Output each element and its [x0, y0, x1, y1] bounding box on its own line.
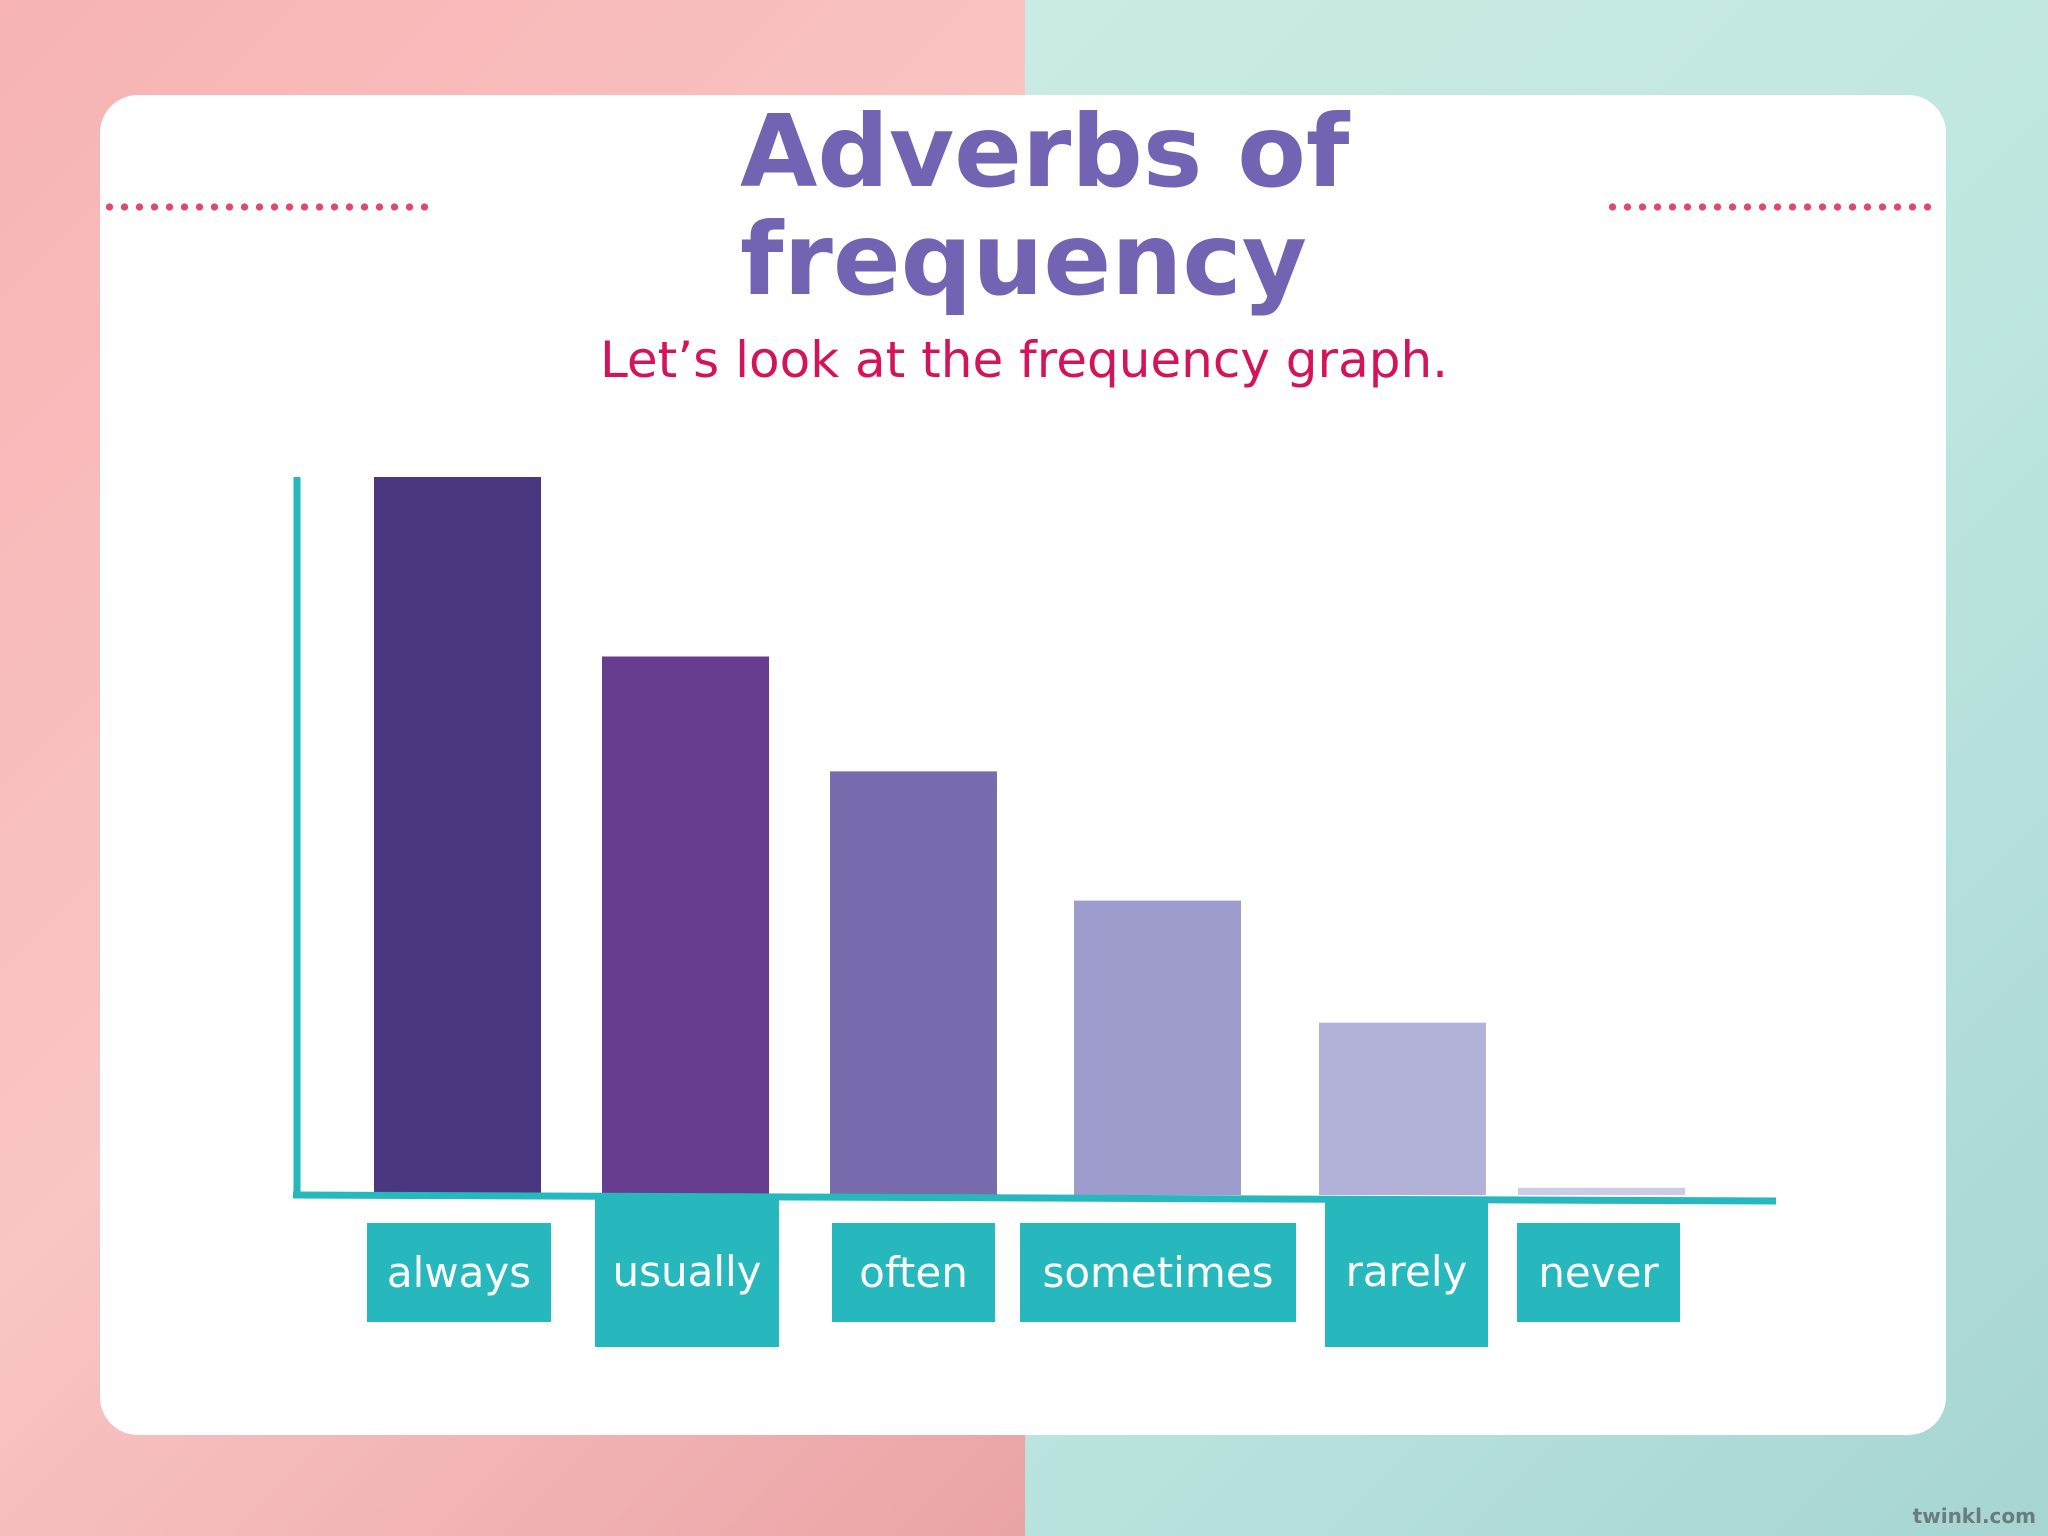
bar-always: [374, 477, 541, 1195]
label-usually: usually: [595, 1197, 779, 1347]
bar-rarely: [1319, 1022, 1486, 1195]
label-never: never: [1517, 1223, 1680, 1322]
bar-never: [1518, 1187, 1685, 1195]
label-often: often: [832, 1223, 995, 1322]
x-axis: [292, 1191, 1777, 1205]
label-sometimes: sometimes: [1020, 1223, 1296, 1322]
bar-often: [830, 771, 997, 1195]
brand-watermark: twinkl.com: [1912, 1504, 2036, 1528]
decorative-dots-left: [102, 203, 436, 211]
bar-usually: [602, 656, 769, 1195]
decorative-dots-right: [1605, 203, 1939, 211]
slide-title: Adverbs of frequency: [740, 93, 1350, 318]
label-always: always: [367, 1223, 551, 1322]
bar-sometimes: [1074, 900, 1241, 1195]
label-rarely: rarely: [1325, 1197, 1488, 1347]
slide-subtitle: Let’s look at the frequency graph.: [599, 331, 1449, 389]
